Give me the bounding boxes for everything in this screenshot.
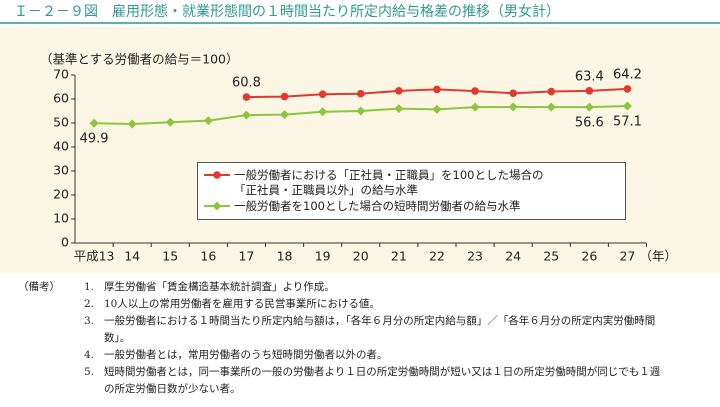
- note-number: 3.: [84, 315, 95, 327]
- y-tick-label: 30: [53, 163, 69, 178]
- note-text: 一般労働者における１時間当たり所定内給与額は，「各年６月分の所定内給与額」／「各…: [104, 315, 656, 344]
- data-point: [280, 92, 289, 101]
- y-tick-label: 50: [53, 115, 69, 130]
- x-axis-title: （年）: [639, 249, 677, 264]
- chart-panel: （基準とする労働者の給与＝100） 0 10 20 30 40 50 60 70 平成13 14 1…: [0, 27, 720, 273]
- data-point: [241, 110, 251, 120]
- chart: （基準とする労働者の給与＝100） 0 10 20 30 40 50 60 70 平成13 14 1…: [40, 52, 677, 264]
- data-point: [280, 110, 290, 120]
- data-point: [318, 107, 328, 117]
- data-label: 57.1: [613, 114, 642, 129]
- note-heading: （備考）: [18, 281, 60, 293]
- note-number: 5.: [84, 366, 95, 378]
- data-point: [546, 102, 556, 112]
- note-text: 10人以上の常用労働者を雇用する民営事業所における値。: [104, 298, 380, 310]
- data-point: [318, 90, 327, 98]
- data-point: [547, 87, 556, 96]
- y-tick-label: 20: [53, 187, 69, 202]
- legend-swatch: [204, 171, 230, 179]
- x-tick-label: 19: [315, 249, 331, 264]
- note-heading: [18, 313, 84, 347]
- x-tick-label: 24: [505, 249, 521, 264]
- data-point: [394, 104, 404, 114]
- data-point: [509, 89, 517, 98]
- data-point: [242, 93, 251, 101]
- x-tick-label: 14: [124, 249, 140, 264]
- notes: （備考） 1. 厚生労働省「賃金構造基本統計調査」より作成。 2. 10人以上の常用労働…: [18, 279, 708, 398]
- data-point: [623, 85, 632, 93]
- y-axis-title: （基準とする労働者の給与＝100）: [40, 52, 238, 67]
- y-tick-label: 70: [53, 67, 69, 82]
- legend-item: 一般労働者を100とした場合の短時間労働者の給与水準: [204, 199, 619, 214]
- data-point: [127, 119, 137, 129]
- y-tick-label: 60: [53, 91, 69, 106]
- data-point: [585, 87, 594, 95]
- data-label: 49.9: [80, 132, 109, 147]
- note-number: 1.: [84, 281, 95, 293]
- note-heading: [18, 296, 84, 313]
- x-tick-label: 25: [543, 249, 559, 264]
- x-tick-label: 16: [200, 249, 216, 264]
- legend-item: 一般労働者における「正社員・正職員」を100とした場合の 「正社員・正職員以外」…: [204, 168, 619, 198]
- x-tick-label: 17: [238, 249, 254, 264]
- note-heading: [18, 364, 84, 398]
- data-point: [508, 102, 518, 112]
- data-point: [471, 87, 479, 95]
- data-label: 56.6: [575, 116, 604, 131]
- data-point: [433, 85, 441, 94]
- legend-label: 一般労働者を100とした場合の短時間労働者の給与水準: [234, 199, 521, 213]
- data-point: [584, 102, 594, 112]
- x-tick-label: 18: [277, 249, 293, 264]
- note-text: 短時間労働者とは，同一事業所の一般の労働者より１日の所定労働時間が短い又は１日の…: [104, 366, 661, 395]
- x-tick-label: 21: [391, 249, 407, 264]
- note-number: 2.: [84, 298, 95, 310]
- legend-marker: [212, 201, 222, 211]
- data-point: [470, 102, 480, 112]
- x-tick-label: 平成13: [74, 249, 115, 264]
- data-point: [203, 116, 213, 126]
- legend-swatch: [204, 201, 230, 211]
- data-label: 63.4: [575, 69, 604, 84]
- note-item: 5. 短時間労働者とは，同一事業所の一般の労働者より１日の所定労働時間が短い又は１…: [18, 364, 708, 398]
- note-item: 2. 10人以上の常用労働者を雇用する民営事業所における値。: [18, 296, 708, 313]
- y-tick-label: 10: [53, 211, 69, 226]
- data-point: [89, 118, 99, 128]
- x-tick-label: 27: [619, 249, 635, 264]
- data-label: 64.2: [613, 67, 642, 82]
- note-heading: [18, 347, 84, 364]
- note-item: （備考） 1. 厚生労働省「賃金構造基本統計調査」より作成。: [18, 279, 708, 296]
- figure-title: Ｉ－２－９図 雇用形態・就業形態間の１時間当たり所定内給与格差の推移（男女計）: [0, 0, 720, 24]
- data-point: [165, 117, 175, 127]
- x-tick-label: 15: [162, 249, 178, 264]
- x-tick-label: 20: [353, 249, 369, 264]
- note-item: 4. 一般労働者とは，常用労働者のうち短時間労働者以外の者。: [18, 347, 708, 364]
- note-text: 一般労働者とは，常用労働者のうち短時間労働者以外の者。: [104, 349, 388, 361]
- data-label: 60.8: [232, 76, 261, 91]
- data-point: [395, 87, 403, 95]
- note-item: 3. 一般労働者における１時間当たり所定内給与額は，「各年６月分の所定内給与額」／…: [18, 313, 708, 347]
- x-tick-label: 22: [429, 249, 445, 264]
- x-tick-label: 23: [467, 249, 483, 264]
- data-point: [356, 89, 365, 98]
- y-tick-label: 0: [61, 235, 69, 250]
- legend-marker: [213, 171, 221, 179]
- legend: 一般労働者における「正社員・正職員」を100とした場合の 「正社員・正職員以外」…: [197, 162, 626, 220]
- y-tick-label: 40: [53, 139, 69, 154]
- data-point: [356, 106, 366, 116]
- legend-label: 一般労働者における「正社員・正職員」を100とした場合の 「正社員・正職員以外」…: [234, 168, 544, 197]
- x-tick-label: 26: [581, 249, 597, 264]
- note-number: 4.: [84, 349, 95, 361]
- data-point: [432, 104, 442, 114]
- data-point: [622, 101, 632, 111]
- note-text: 厚生労働省「賃金構造基本統計調査」より作成。: [104, 281, 335, 293]
